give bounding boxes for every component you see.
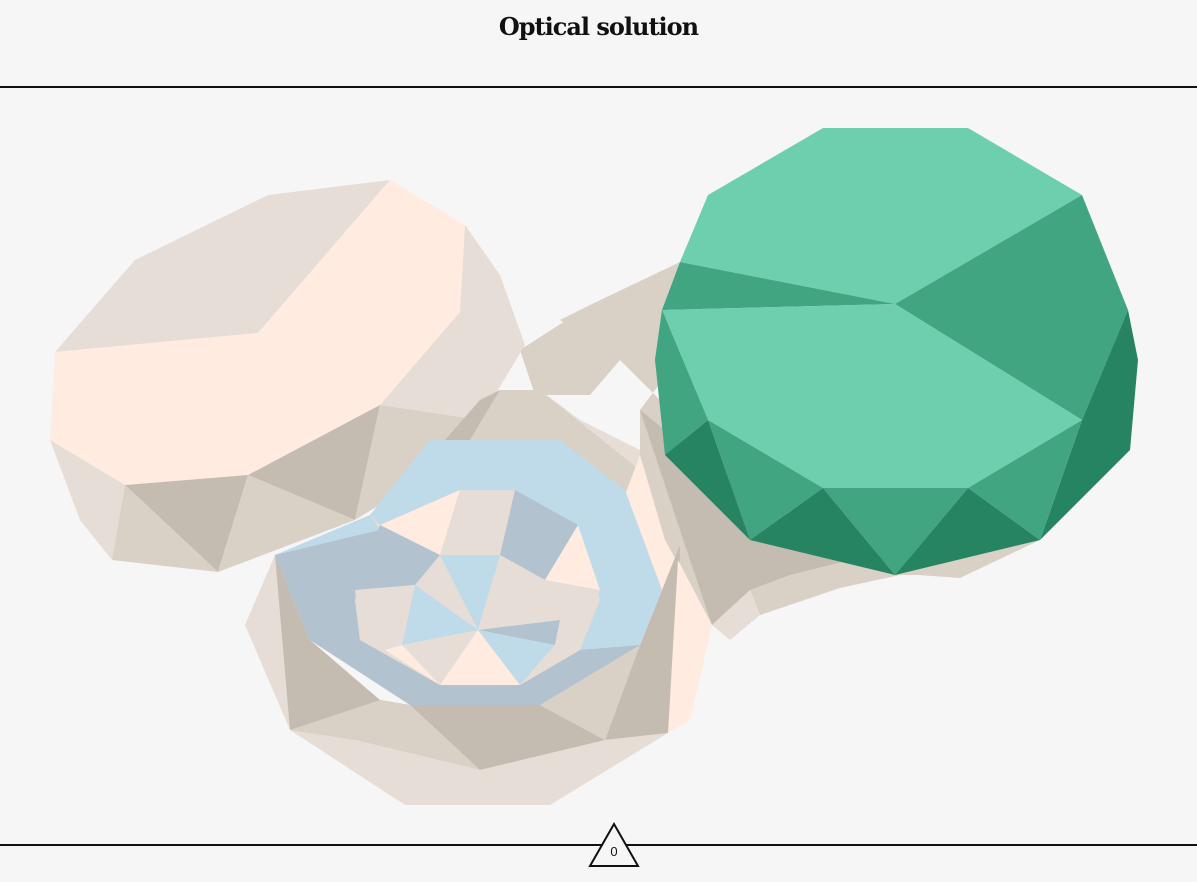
inner-star-shape[interactable] xyxy=(355,490,600,685)
green-polygon-shape[interactable] xyxy=(655,128,1138,575)
footer-rule xyxy=(0,844,1197,846)
page-title: Optical solution xyxy=(498,12,699,41)
move-counter-value: 0 xyxy=(610,844,618,859)
page-header: Optical solution xyxy=(0,0,1197,88)
triangle-icon xyxy=(588,822,640,867)
move-counter[interactable]: 0 xyxy=(588,822,640,868)
puzzle-canvas[interactable] xyxy=(0,90,1197,844)
left-polygon-shape[interactable] xyxy=(50,180,525,572)
